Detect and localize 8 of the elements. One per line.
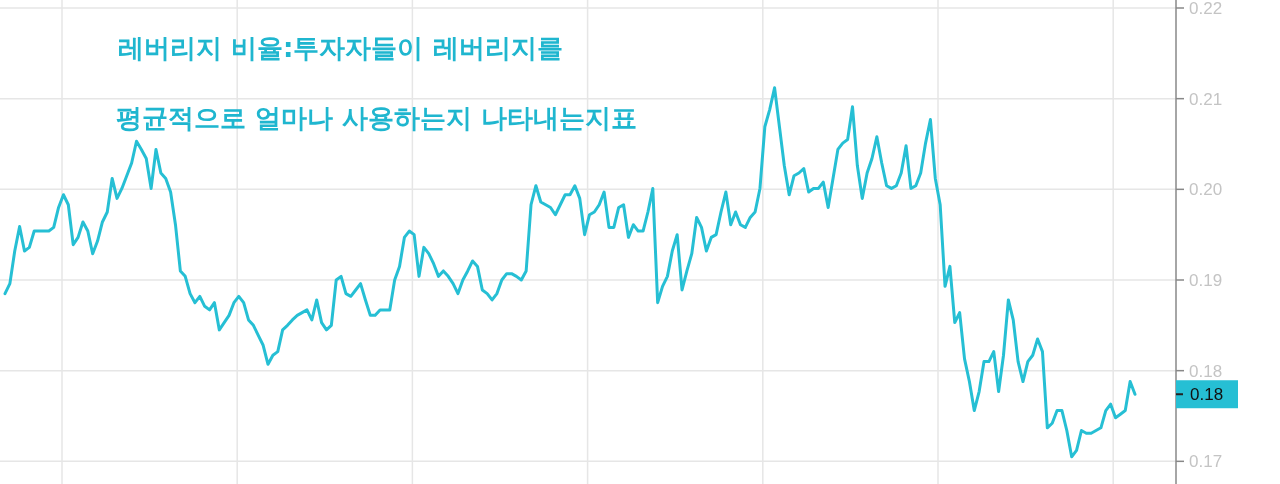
text: 평균적으로 얼마나 사용하는지 나타내는지표 xyxy=(116,103,638,133)
text: 레버리지 비율:투자자들이 레버리지를 xyxy=(118,33,563,63)
y-tick-label: 0.17 xyxy=(1189,452,1223,472)
y-tick-label: 0.20 xyxy=(1189,180,1223,200)
y-tick-label: 0.19 xyxy=(1189,271,1223,290)
y-tick-label: 0.18 xyxy=(1189,361,1223,381)
y-tick-label: 0.22 xyxy=(1189,0,1223,18)
y-tick-label: 0.21 xyxy=(1189,89,1223,109)
